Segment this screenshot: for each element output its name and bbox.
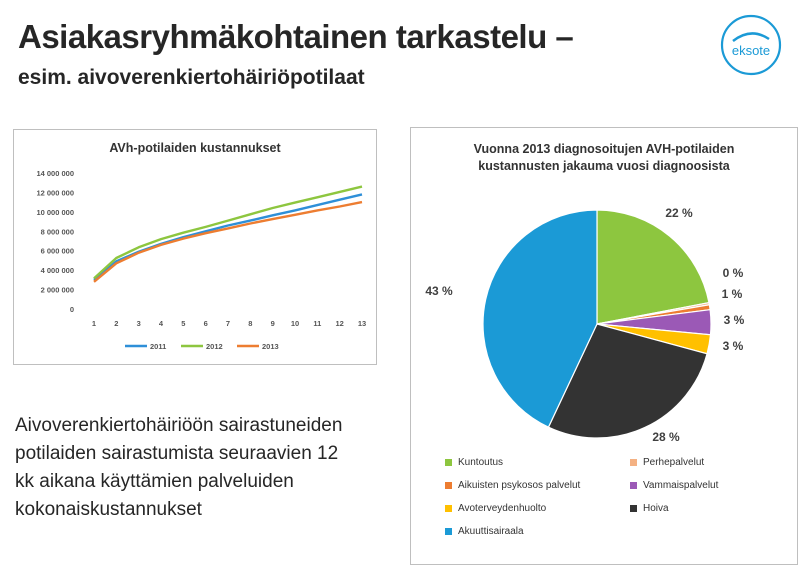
x-tick-label: 8 (248, 319, 252, 328)
legend-item: Perhepalvelut (630, 454, 780, 470)
pie-chart-title-line-1: Vuonna 2013 diagnosoitujen AVH-potilaide… (473, 142, 735, 156)
legend-item: Akuuttisairaala (445, 523, 630, 539)
legend-swatch (445, 458, 452, 466)
legend-label: Akuuttisairaala (458, 525, 524, 537)
y-tick-label: 2 000 000 (41, 286, 74, 295)
pie-slice (482, 209, 598, 428)
pie-legend: Kuntoutus Perhepalvelut Aikuisten psykosos… (445, 454, 785, 539)
pie-chart-title-line-2: kustannusten jakauma vuosi diagnoosista (478, 159, 730, 173)
pie-chart: 22 % 0 % 1 % 3 % 3 % 28 % 43 % (425, 206, 745, 444)
x-tick-label: 6 (204, 319, 208, 328)
legend-swatch (445, 527, 452, 535)
x-tick-label: 1 (92, 319, 96, 328)
description-line-4: kokonaiskustannukset (15, 499, 202, 520)
y-tick-label: 10 000 000 (36, 208, 74, 217)
legend-swatch (445, 504, 452, 512)
x-tick-label: 12 (335, 319, 343, 328)
description-line-1: Aivoverenkiertohäiriöön sairastuneiden (15, 415, 343, 436)
x-tick-label: 9 (271, 319, 275, 328)
y-tick-label: 0 (70, 305, 74, 314)
legend-swatch (630, 481, 637, 489)
x-tick-label: 2 (114, 319, 118, 328)
legend-item: Aikuisten psykosos palvelut (445, 477, 630, 493)
slice-value-label: 22 % (665, 206, 693, 220)
y-tick-label: 6 000 000 (41, 247, 74, 256)
slice-value-label: 3 % (723, 339, 744, 353)
logo-circle (720, 14, 782, 76)
y-tick-label: 4 000 000 (41, 266, 74, 275)
description-text: Aivoverenkiertohäiriöön sairastuneiden p… (15, 412, 395, 524)
description-line-3: kk aikana käyttämien palveluiden (15, 471, 294, 492)
description-line-2: potilaiden sairastumista seuraavien 12 (15, 443, 339, 464)
x-tick-label: 11 (313, 319, 321, 328)
logo-text: eksote (732, 43, 770, 58)
legend-label: Vammaispalvelut (643, 479, 719, 491)
legend-label: 2013 (262, 342, 279, 351)
legend-label: Hoiva (643, 502, 669, 514)
pie-chart-panel: Vuonna 2013 diagnosoitujen AVH-potilaide… (410, 127, 798, 565)
y-tick-label: 14 000 000 (36, 169, 74, 178)
pie-chart-title: Vuonna 2013 diagnosoitujen AVH-potilaide… (411, 141, 797, 175)
slice-value-label: 28 % (652, 430, 680, 444)
slice-value-label: 43 % (425, 284, 453, 298)
legend-item: Vammaispalvelut (630, 477, 780, 493)
logo-swoosh (732, 32, 770, 43)
legend-swatch (445, 481, 452, 489)
eksote-logo: eksote (720, 14, 782, 76)
x-tick-label: 3 (137, 319, 141, 328)
pie-slice (596, 209, 710, 325)
series-line-2011 (93, 193, 363, 281)
slice-value-label: 1 % (722, 287, 743, 301)
legend-label: 2012 (206, 342, 223, 351)
legend-label: 2011 (150, 342, 166, 351)
legend-item: Avoterveydenhuolto (445, 500, 630, 516)
y-tick-label: 12 000 000 (36, 188, 74, 197)
legend-label: Perhepalvelut (643, 456, 705, 468)
y-tick-label: 8 000 000 (41, 227, 74, 236)
line-chart-panel: AVh-potilaiden kustannukset 0 2 000 000 4 … (13, 129, 377, 365)
slice-value-label: 3 % (724, 313, 745, 327)
x-tick-label: 5 (181, 319, 185, 328)
legend-item: Kuntoutus (445, 454, 630, 470)
series-line-2013 (93, 200, 363, 283)
x-tick-label: 13 (358, 319, 366, 328)
legend-label: Avoterveydenhuolto (458, 502, 547, 514)
legend-swatch (630, 504, 637, 512)
series-line-2012 (93, 185, 363, 280)
legend-label: Kuntoutus (458, 456, 504, 468)
pie-slice (547, 323, 708, 439)
legend-item: Hoiva (630, 500, 780, 516)
legend-label: Aikuisten psykosos palvelut (458, 479, 581, 491)
slide-subtitle: esim. aivoverenkiertohäiriöpotilaat (18, 66, 365, 89)
line-chart-title: AVh-potilaiden kustannukset (109, 141, 281, 155)
legend-swatch (630, 458, 637, 466)
x-tick-label: 4 (159, 319, 164, 328)
x-tick-label: 7 (226, 319, 230, 328)
slide-title: Asiakasryhmäkohtainen tarkastelu – (18, 18, 574, 55)
line-chart: 0 2 000 000 4 000 000 6 000 000 8 000 000 10 … (36, 169, 366, 351)
slice-value-label: 0 % (723, 266, 744, 280)
x-tick-label: 10 (291, 319, 299, 328)
